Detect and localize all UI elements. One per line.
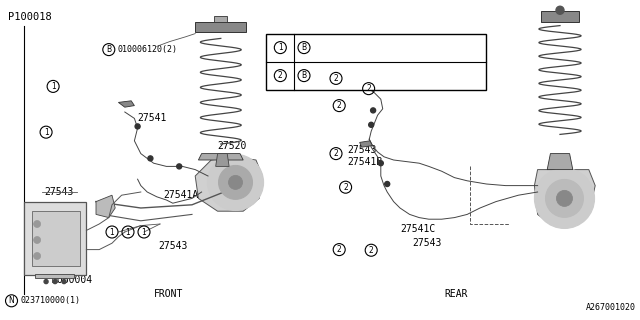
Text: P100018: P100018 bbox=[8, 12, 51, 22]
Text: 1: 1 bbox=[51, 82, 56, 91]
Text: 27541B: 27541B bbox=[348, 157, 383, 167]
Polygon shape bbox=[534, 170, 595, 224]
Text: B: B bbox=[301, 43, 307, 52]
Polygon shape bbox=[541, 11, 579, 22]
Text: 2: 2 bbox=[337, 101, 342, 110]
Polygon shape bbox=[96, 195, 115, 218]
Polygon shape bbox=[198, 154, 243, 160]
Text: 1: 1 bbox=[278, 43, 283, 52]
Circle shape bbox=[378, 161, 383, 166]
Text: 2: 2 bbox=[343, 183, 348, 192]
Circle shape bbox=[228, 175, 243, 189]
Circle shape bbox=[53, 280, 57, 284]
Text: 2: 2 bbox=[337, 245, 342, 254]
Circle shape bbox=[34, 252, 40, 260]
Text: 27541A: 27541A bbox=[163, 190, 198, 200]
Circle shape bbox=[371, 108, 376, 113]
Circle shape bbox=[148, 156, 153, 161]
Text: M060004: M060004 bbox=[51, 275, 92, 285]
Text: B: B bbox=[301, 71, 307, 80]
Circle shape bbox=[556, 6, 564, 14]
Circle shape bbox=[369, 122, 374, 127]
Circle shape bbox=[545, 180, 584, 217]
Text: REAR: REAR bbox=[445, 289, 468, 300]
Text: 27520: 27520 bbox=[218, 140, 247, 151]
Circle shape bbox=[34, 236, 40, 244]
Text: A267001020: A267001020 bbox=[586, 303, 636, 312]
Circle shape bbox=[534, 168, 595, 228]
Text: 27541: 27541 bbox=[138, 113, 167, 124]
Text: 1: 1 bbox=[109, 228, 115, 236]
Polygon shape bbox=[195, 22, 246, 32]
Text: 010108206(8): 010108206(8) bbox=[314, 71, 374, 80]
Text: 2: 2 bbox=[333, 74, 339, 83]
Circle shape bbox=[218, 165, 253, 199]
Circle shape bbox=[207, 155, 264, 211]
Polygon shape bbox=[118, 101, 134, 107]
Circle shape bbox=[34, 220, 40, 228]
Polygon shape bbox=[547, 154, 573, 170]
Text: 023710000(1): 023710000(1) bbox=[20, 296, 81, 305]
Bar bbox=[266, 34, 486, 90]
Text: 010108166(8): 010108166(8) bbox=[314, 43, 374, 52]
Text: 010006120(2): 010006120(2) bbox=[118, 45, 178, 54]
Text: 27543: 27543 bbox=[159, 241, 188, 252]
Polygon shape bbox=[24, 202, 86, 275]
Text: 27543: 27543 bbox=[45, 187, 74, 197]
Text: 1: 1 bbox=[125, 228, 131, 236]
Polygon shape bbox=[214, 16, 227, 22]
Text: 27543: 27543 bbox=[348, 145, 377, 156]
Text: 2: 2 bbox=[333, 149, 339, 158]
Text: 2: 2 bbox=[369, 246, 374, 255]
Circle shape bbox=[135, 124, 140, 129]
Circle shape bbox=[44, 280, 48, 284]
Circle shape bbox=[177, 164, 182, 169]
Text: 2: 2 bbox=[278, 71, 283, 80]
Polygon shape bbox=[360, 141, 372, 147]
Circle shape bbox=[557, 190, 573, 206]
Text: 1: 1 bbox=[141, 228, 147, 236]
Polygon shape bbox=[195, 157, 262, 211]
Polygon shape bbox=[32, 211, 80, 266]
Text: 27541C: 27541C bbox=[400, 224, 435, 234]
Polygon shape bbox=[35, 274, 74, 278]
Text: N: N bbox=[9, 296, 14, 305]
Text: 2: 2 bbox=[366, 84, 371, 93]
Text: FRONT: FRONT bbox=[154, 289, 183, 300]
Text: 27543: 27543 bbox=[413, 238, 442, 248]
Polygon shape bbox=[216, 154, 229, 166]
Circle shape bbox=[385, 181, 390, 187]
Circle shape bbox=[62, 280, 66, 284]
Text: 1: 1 bbox=[44, 128, 49, 137]
Text: B: B bbox=[106, 45, 111, 54]
